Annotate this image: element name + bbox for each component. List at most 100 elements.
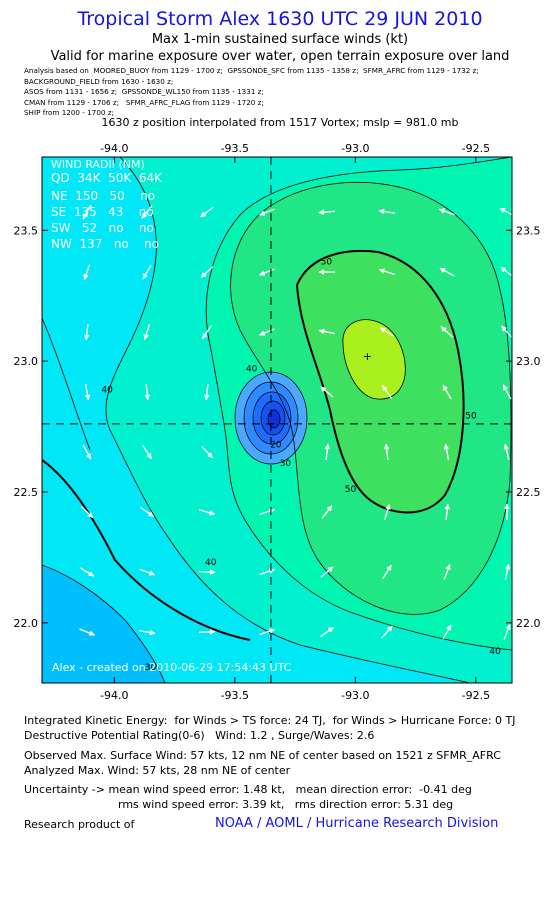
contour-label: 50 xyxy=(465,412,477,422)
contour-line xyxy=(42,317,91,451)
wind-arrow xyxy=(504,563,511,580)
wind-arrow xyxy=(502,384,512,400)
fill-lt25-sw xyxy=(42,565,165,683)
x-tick-label-top: -93.0 xyxy=(341,142,369,155)
x-tick-label-bottom: -93.5 xyxy=(221,689,249,702)
wind-arrow xyxy=(199,509,216,516)
wind-arrow xyxy=(500,266,512,277)
chart-subtitle-winds: Max 1-min sustained surface winds (kt) xyxy=(151,32,409,47)
x-tick-label-top: -93.5 xyxy=(221,142,249,155)
fill-55kt xyxy=(342,319,406,400)
y-tick-label-left: 22.5 xyxy=(14,486,39,499)
wind-arrow xyxy=(442,384,452,400)
wind-arrow xyxy=(84,384,91,401)
wind-arrow xyxy=(259,208,275,216)
y-tick-label-right: 22.0 xyxy=(516,617,541,630)
wind-radii-table: WIND RADII (NM) QD 34K 50K 64K NE 150 50… xyxy=(51,158,163,251)
wind-arrow xyxy=(320,386,334,398)
wind-arrow xyxy=(200,206,214,218)
wind-radii-row: NW 137 no no xyxy=(51,237,159,251)
wind-arrow xyxy=(379,327,395,337)
wind-arrow xyxy=(198,569,216,575)
x-tick-label-bottom: -94.0 xyxy=(100,689,128,702)
wind-arrow xyxy=(83,264,91,281)
center-crosshair xyxy=(42,157,512,683)
wind-arrow xyxy=(439,267,455,277)
wind-arrow xyxy=(378,268,395,276)
wind-arrow xyxy=(142,444,152,460)
wind-arrow xyxy=(444,503,451,521)
wind-radii-row: SW 52 no no xyxy=(51,221,154,235)
contour-line xyxy=(42,564,166,683)
drp-line: Destructive Potential Rating(0-6) Wind: … xyxy=(24,729,375,742)
footer-org-link[interactable]: NOAA / AOML / Hurricane Research Divisio… xyxy=(215,816,499,831)
plot-frame xyxy=(41,156,513,684)
analysis-line: ASOS from 1131 - 1656 z; GPSSONDE_WL150 … xyxy=(24,87,264,97)
x-tick-label-top: -92.5 xyxy=(462,142,490,155)
wind-arrow xyxy=(378,208,396,215)
contour-line xyxy=(342,319,406,400)
wind-arrow xyxy=(320,626,335,638)
contour-label: 20 xyxy=(270,440,282,450)
analysis-sources: Analysis based on MOORED_BUOY from 1129 … xyxy=(24,66,479,119)
analysis-line: Analysis based on MOORED_BUOY from 1129 … xyxy=(24,66,479,75)
wind-arrow xyxy=(443,443,450,460)
wind-arrow xyxy=(438,208,455,216)
y-tick-label-left: 22.0 xyxy=(14,617,39,630)
wind-arrow xyxy=(443,563,451,580)
wind-arrow xyxy=(259,568,276,576)
wind-arrow xyxy=(440,326,454,338)
contour-line xyxy=(230,182,512,615)
wind-arrow xyxy=(318,209,336,216)
wind-arrow xyxy=(82,204,92,220)
contour-label: 40 xyxy=(101,386,113,396)
wind-arrow xyxy=(142,264,152,280)
chart-subtitle-exposure: Valid for marine exposure over water, op… xyxy=(50,49,510,64)
max-wind-marker: + xyxy=(363,350,372,363)
wind-arrow xyxy=(80,505,94,519)
wind-arrow xyxy=(259,328,275,336)
wind-arrow xyxy=(383,443,390,461)
contour-labels: 50 50 50 40 40 40 40 30 20 30 xyxy=(101,257,501,673)
eye-ring-5 xyxy=(267,409,281,429)
wind-arrow xyxy=(203,383,210,401)
wind-arrow xyxy=(259,628,276,636)
uncertainty-line-1: Uncertainty -> mean wind speed error: 1.… xyxy=(24,783,472,796)
contour-fill xyxy=(42,157,512,683)
wind-arrow xyxy=(381,625,393,639)
contour-label: 40 xyxy=(246,365,258,375)
wind-arrow xyxy=(259,268,275,276)
wind-arrow xyxy=(320,566,334,578)
wind-arrow xyxy=(318,328,335,335)
wind-vectors xyxy=(79,204,512,640)
wind-arrow xyxy=(321,505,333,519)
wind-arrow xyxy=(144,383,151,401)
contour-line xyxy=(295,249,465,514)
wind-arrow xyxy=(82,444,92,460)
wind-arrow xyxy=(259,508,276,516)
wind-arrow xyxy=(143,324,150,341)
contour-line xyxy=(105,157,471,683)
wind-arrow xyxy=(324,443,331,461)
wind-radii-row: SE 135 43 no xyxy=(51,205,154,219)
ike-line: Integrated Kinetic Energy: for Winds > T… xyxy=(24,714,516,727)
analysis-line: BACKGROUND_FIELD from 1630 - 1630 z; xyxy=(24,76,174,86)
wind-arrow xyxy=(201,325,213,340)
wind-radii-row: NE 150 50 no xyxy=(51,189,155,203)
contour-label: 50 xyxy=(321,257,333,267)
contour-label: 40 xyxy=(489,647,501,657)
wind-arrow xyxy=(200,266,214,278)
position-line: 1630 z position interpolated from 1517 V… xyxy=(101,116,459,129)
contour-label: 40 xyxy=(205,558,217,568)
creation-stamp: Alex - created on 2010-06-29 17:54:43 UT… xyxy=(52,661,292,674)
wind-arrow xyxy=(501,325,512,339)
contour-label: 50 xyxy=(345,485,357,495)
wind-arrow xyxy=(381,385,393,399)
wind-arrow xyxy=(200,445,214,459)
wind-arrow xyxy=(79,628,95,636)
wind-arrow xyxy=(140,506,155,518)
footer-research-label: Research product of xyxy=(24,818,135,831)
wind-arrow xyxy=(503,624,511,640)
wind-arrow xyxy=(141,205,153,219)
